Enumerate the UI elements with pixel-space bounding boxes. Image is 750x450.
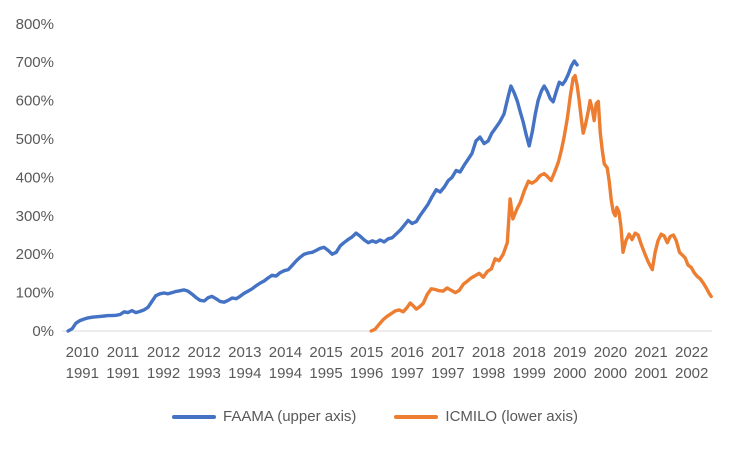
x-tick-label-lower: 2002 <box>675 365 708 382</box>
y-tick-label: 0% <box>32 323 54 340</box>
x-tick-label-upper: 2019 <box>553 344 586 361</box>
legend: FAAMA (upper axis) ICMILO (lower axis) <box>0 408 750 425</box>
x-tick-label-upper: 2018 <box>472 344 505 361</box>
x-tick-label-upper: 2012 <box>188 344 221 361</box>
x-tick-label-upper: 2010 <box>66 344 99 361</box>
x-tick-label-upper: 2022 <box>675 344 708 361</box>
y-tick-label: 600% <box>16 93 54 110</box>
icmilo-legend-label: ICMILO (lower axis) <box>445 408 578 425</box>
x-tick-label-lower: 1991 <box>106 365 139 382</box>
x-tick-label-lower: 1993 <box>188 365 221 382</box>
x-tick-label-upper: 2015 <box>309 344 342 361</box>
x-tick-label-upper: 2020 <box>594 344 627 361</box>
x-tick-label-upper: 2016 <box>391 344 424 361</box>
y-tick-label: 300% <box>16 208 54 225</box>
x-tick-label-upper: 2013 <box>228 344 261 361</box>
faama-line <box>66 59 579 333</box>
y-tick-label: 500% <box>16 131 54 148</box>
x-tick-label-lower: 1994 <box>269 365 302 382</box>
x-tick-label-lower: 1999 <box>513 365 546 382</box>
x-tick-label-upper: 2011 <box>107 344 139 361</box>
y-tick-label: 200% <box>16 246 54 263</box>
x-tick-label-lower: 1994 <box>228 365 261 382</box>
x-tick-label-lower: 1992 <box>147 365 180 382</box>
x-tick-label-lower: 2001 <box>634 365 667 382</box>
x-tick-label-upper: 2015 <box>350 344 383 361</box>
x-tick-label-upper: 2017 <box>431 344 464 361</box>
x-tick-label-upper: 2021 <box>634 344 667 361</box>
x-tick-label-lower: 1995 <box>309 365 342 382</box>
x-tick-label-upper: 2014 <box>269 344 302 361</box>
y-tick-label: 100% <box>16 285 54 302</box>
icmilo-line-swatch <box>394 414 439 419</box>
x-tick-label-lower: 2000 <box>553 365 586 382</box>
x-tick-label-upper: 2018 <box>513 344 546 361</box>
x-tick-label-lower: 2000 <box>594 365 627 382</box>
x-tick-label-lower: 1996 <box>350 365 383 382</box>
x-tick-label-lower: 1997 <box>391 365 424 382</box>
x-tick-label-upper: 2012 <box>147 344 180 361</box>
x-tick-label-lower: 1991 <box>66 365 99 382</box>
y-tick-label: 400% <box>16 169 54 186</box>
x-tick-label-lower: 1998 <box>472 365 505 382</box>
legend-item-icmilo: ICMILO (lower axis) <box>394 408 578 425</box>
faama-line-swatch <box>172 414 217 419</box>
y-tick-label: 800% <box>16 16 54 33</box>
icmilo-line <box>369 73 713 333</box>
faama-legend-label: FAAMA (upper axis) <box>223 408 357 425</box>
y-tick-label: 700% <box>16 54 54 71</box>
x-tick-label-lower: 1997 <box>431 365 464 382</box>
legend-item-faama: FAAMA (upper axis) <box>172 408 356 425</box>
